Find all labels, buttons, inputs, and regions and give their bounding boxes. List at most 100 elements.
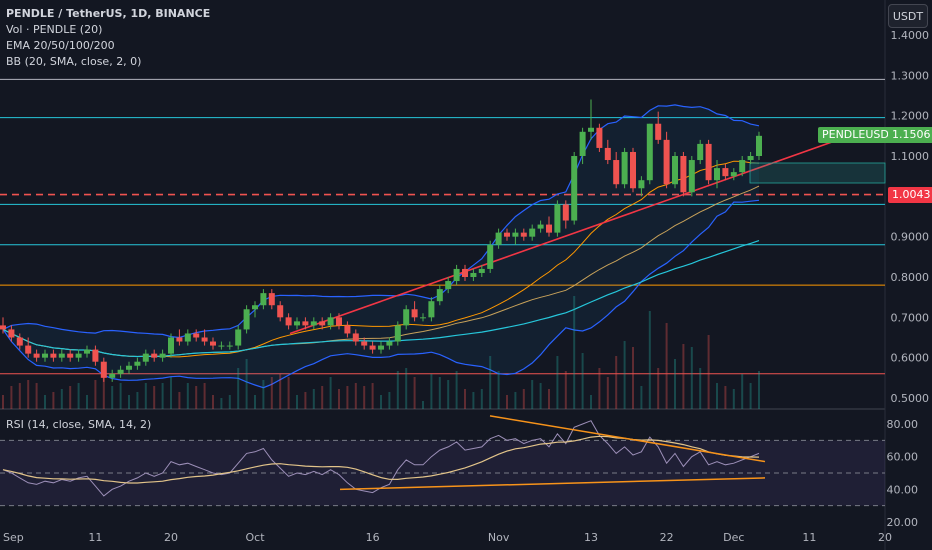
volume-bar <box>237 368 240 409</box>
candle-body <box>310 321 317 326</box>
volume-bar <box>388 392 391 409</box>
candle-body <box>193 333 200 338</box>
time-tick-label: 16 <box>366 531 380 544</box>
rsi-tick-label: 20.00 <box>887 516 919 529</box>
time-tick-label: 11 <box>88 531 102 544</box>
volume-bar <box>44 395 46 409</box>
line-price-tag: 1.0043 <box>888 187 932 203</box>
candle-body <box>520 232 527 237</box>
volume-bar <box>161 383 164 409</box>
volume-bar <box>489 356 492 409</box>
candle-body <box>294 321 300 326</box>
bb-indicator-label[interactable]: BB (20, SMA, close, 2, 0) <box>6 55 142 68</box>
candle-body <box>462 268 468 277</box>
candle-body <box>546 224 552 233</box>
candle-body <box>327 317 334 326</box>
candle-body <box>756 135 762 156</box>
price-tick-label: 1.4000 <box>891 29 930 42</box>
volume-bar <box>195 386 198 409</box>
chart-title[interactable]: PENDLE / TetherUS, 1D, BINANCE <box>6 7 211 20</box>
price-tick-label: 1.1000 <box>891 150 930 163</box>
volume-bar <box>338 389 340 409</box>
volume-bar <box>170 377 172 409</box>
rsi-wedge-upper <box>489 415 766 463</box>
volume-bar <box>10 386 13 409</box>
candle-body <box>151 353 158 358</box>
currency-button[interactable]: USDT <box>888 4 928 28</box>
volume-bar <box>438 377 441 409</box>
candle-body <box>705 143 712 181</box>
candle-body <box>378 345 384 350</box>
candle-body <box>722 168 729 177</box>
candle-body <box>344 325 351 334</box>
volume-bar <box>732 389 735 409</box>
volume-bar <box>674 359 676 409</box>
candle-body <box>688 160 695 193</box>
candle-body <box>352 333 359 342</box>
volume-bar <box>455 371 458 409</box>
price-tick-label: 0.8000 <box>891 271 930 284</box>
volume-bar <box>312 389 315 409</box>
candle-body <box>495 232 502 245</box>
volume-bar <box>94 380 97 409</box>
time-tick-label: Nov <box>488 531 510 544</box>
volume-bar <box>758 371 760 409</box>
volume-indicator-label[interactable]: Vol · PENDLE (20) <box>6 23 103 36</box>
candle-body <box>537 224 544 229</box>
volume-bar <box>27 380 30 409</box>
candle-body <box>285 317 292 326</box>
candle-body <box>554 204 561 233</box>
candle-body <box>680 156 687 193</box>
candle-body <box>42 353 48 358</box>
volume-bar <box>270 377 273 409</box>
volume-bar <box>102 371 105 409</box>
bollinger-lower-line <box>2 199 760 389</box>
rsi-tick-label: 60.00 <box>887 451 919 464</box>
rsi-tick-label: 80.00 <box>887 418 919 431</box>
candle-body <box>386 341 393 346</box>
candle-body <box>411 309 418 318</box>
candle-body <box>33 353 40 358</box>
volume-bar <box>447 380 450 409</box>
rsi-indicator-label[interactable]: RSI (14, close, SMA, 14, 2) <box>6 418 152 431</box>
bollinger-upper-line <box>2 104 760 339</box>
volume-bar <box>741 374 744 409</box>
candle-body <box>747 156 754 161</box>
time-tick-label: 22 <box>660 531 674 544</box>
last-price-tag: 1.1506 <box>888 127 932 143</box>
time-tick-label: Dec <box>723 531 744 544</box>
candle-body <box>436 289 443 302</box>
volume-bar <box>69 386 72 409</box>
candle-body <box>562 204 569 221</box>
volume-bar <box>522 389 525 409</box>
candle-body <box>277 305 284 318</box>
volume-bar <box>329 377 332 409</box>
candle-body <box>201 337 208 342</box>
time-tick-label: 20 <box>164 531 178 544</box>
volume-bar <box>380 395 382 409</box>
time-tick-label: 11 <box>802 531 816 544</box>
candle-body <box>638 180 645 189</box>
candle-body <box>0 325 6 330</box>
volume-bar <box>623 341 626 409</box>
candle-body <box>58 353 65 358</box>
candle-body <box>512 232 519 237</box>
candle-body <box>252 305 258 310</box>
candle-body <box>67 353 74 358</box>
volume-bar <box>60 389 63 409</box>
volume-bar <box>186 383 189 409</box>
candle-body <box>25 345 32 354</box>
candle-body <box>218 345 225 347</box>
ema100-line <box>2 240 760 358</box>
volume-bar <box>396 371 399 409</box>
volume-bar <box>405 368 408 409</box>
volume-bar <box>287 377 290 409</box>
volume-bar <box>119 383 122 409</box>
volume-bar <box>690 347 693 409</box>
volume-bar <box>254 395 256 409</box>
price-tick-label: 1.3000 <box>891 69 930 82</box>
time-tick-label: Oct <box>245 531 265 544</box>
candle-body <box>739 160 746 173</box>
ema-indicator-label[interactable]: EMA 20/50/100/200 <box>6 39 115 52</box>
